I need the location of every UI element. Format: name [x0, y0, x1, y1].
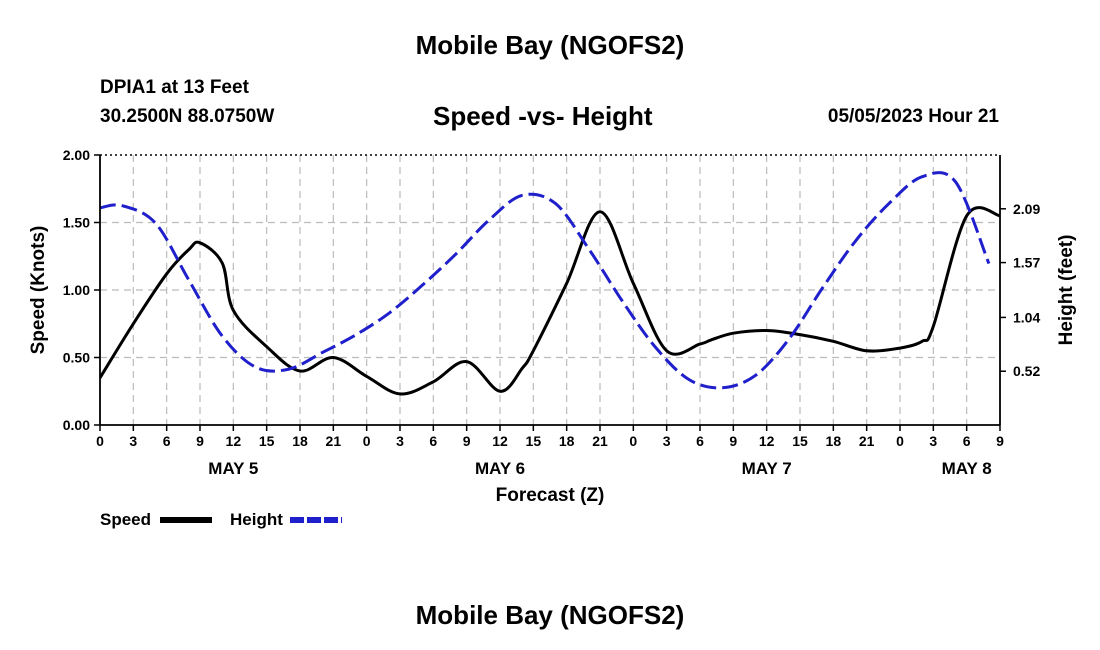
x-tick-label: 6 — [963, 433, 971, 449]
x-tick-label: 12 — [759, 433, 775, 449]
legend-label-height: Height — [230, 510, 283, 529]
y-tick-label: 0.00 — [63, 417, 90, 433]
x-tick-label: 3 — [929, 433, 937, 449]
series-layer — [100, 171, 1000, 396]
x-tick-label: 0 — [629, 433, 637, 449]
y2-axis-label: Height (feet) — [1056, 235, 1077, 346]
x-tick-label: 3 — [129, 433, 137, 449]
series-line-speed — [100, 206, 1000, 396]
x-tick-label: 15 — [526, 433, 542, 449]
y-tick-label: 2.00 — [63, 147, 90, 163]
x-tick-label: 15 — [259, 433, 275, 449]
x-tick-label: 0 — [363, 433, 371, 449]
x-tick-label: 21 — [326, 433, 342, 449]
chart-title: Mobile Bay (NGOFS2) — [415, 30, 685, 60]
y2-tick-label: 1.57 — [1013, 255, 1040, 271]
axes: 0 3 6 9 12 15 18 21 0 3 6 9 12 15 18 21 0 3 6 9 12 15 18 21 0 3 6 9… — [63, 147, 1041, 478]
station-label: DPIA1 at 13 Feet — [100, 77, 249, 98]
x-tick-label: 0 — [96, 433, 104, 449]
x-tick-label: 0 — [896, 433, 904, 449]
x-tick-label: 21 — [859, 433, 875, 449]
y2-tick-label: 1.04 — [1013, 309, 1040, 325]
x-tick-label: 12 — [492, 433, 508, 449]
y-tick-label: 1.50 — [63, 215, 90, 231]
coordinates-label: 30.2500N 88.0750W — [100, 106, 275, 127]
x-tick-label: 9 — [996, 433, 1004, 449]
forecast-datetime: 05/05/2023 Hour 21 — [827, 106, 999, 127]
y-tick-label: 0.50 — [63, 350, 90, 366]
y2-tick-label: 2.09 — [1013, 201, 1040, 217]
legend-label-speed: Speed — [100, 510, 151, 529]
x-tick-label: 6 — [429, 433, 437, 449]
x-tick-label: 6 — [696, 433, 704, 449]
x-day-label: MAY 5 — [208, 459, 258, 478]
x-tick-label: 3 — [396, 433, 404, 449]
x-tick-label: 9 — [196, 433, 204, 449]
x-tick-label: 18 — [559, 433, 575, 449]
footer-title: Mobile Bay (NGOFS2) — [415, 600, 685, 630]
x-day-label: MAY 7 — [742, 459, 792, 478]
chart-subtitle: Speed -vs- Height — [433, 101, 653, 131]
x-tick-label: 15 — [792, 433, 808, 449]
series-line-height — [100, 171, 991, 390]
y-axis-label: Speed (Knots) — [28, 226, 49, 355]
x-tick-label: 6 — [163, 433, 171, 449]
x-axis-label: Forecast (Z) — [496, 485, 605, 506]
plot-frame — [99, 154, 1001, 426]
y2-tick-label: 0.52 — [1013, 363, 1040, 379]
x-tick-label: 9 — [729, 433, 737, 449]
x-tick-label: 12 — [226, 433, 242, 449]
x-day-label: MAY 6 — [475, 459, 525, 478]
x-tick-label: 9 — [463, 433, 471, 449]
legend: Speed Height — [100, 510, 342, 529]
x-tick-label: 3 — [663, 433, 671, 449]
x-tick-label: 18 — [826, 433, 842, 449]
x-tick-label: 18 — [292, 433, 308, 449]
y-tick-label: 1.00 — [63, 282, 90, 298]
grid — [100, 155, 1000, 425]
x-day-label: MAY 8 — [942, 459, 992, 478]
x-tick-label: 21 — [592, 433, 608, 449]
